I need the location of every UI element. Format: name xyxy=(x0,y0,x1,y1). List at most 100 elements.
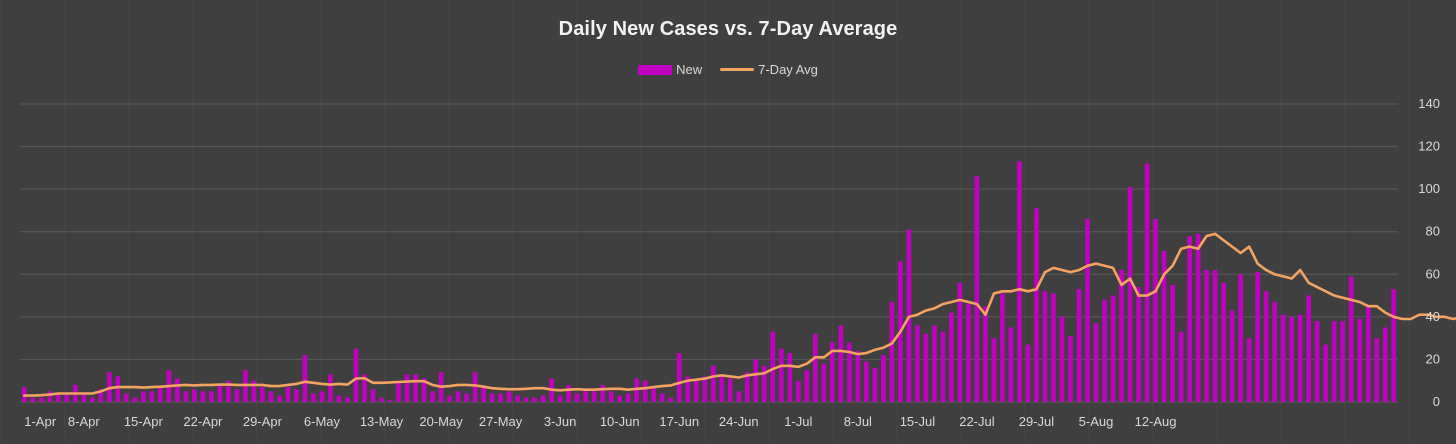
bar-new[interactable] xyxy=(532,397,537,402)
bar-new[interactable] xyxy=(430,391,435,402)
bar-new[interactable] xyxy=(353,348,359,402)
bar-new[interactable] xyxy=(1059,316,1065,402)
bar-new[interactable] xyxy=(983,306,988,402)
bar-new[interactable] xyxy=(1153,218,1158,402)
bar-new[interactable] xyxy=(1051,293,1056,402)
bar-new[interactable] xyxy=(387,399,393,402)
bar-new[interactable] xyxy=(1340,321,1346,402)
bar-new[interactable] xyxy=(1382,327,1388,403)
bar-new[interactable] xyxy=(1280,314,1286,402)
bar-new[interactable] xyxy=(421,378,427,402)
bar-new[interactable] xyxy=(915,325,920,402)
bar-new[interactable] xyxy=(158,387,163,402)
bar-new[interactable] xyxy=(413,374,418,402)
bar-new[interactable] xyxy=(1127,187,1133,402)
bar-new[interactable] xyxy=(234,389,240,402)
line-7day-avg-path[interactable] xyxy=(22,232,1456,397)
bar-new[interactable] xyxy=(1144,163,1150,402)
bar-new[interactable] xyxy=(608,391,614,402)
bar-new[interactable] xyxy=(1255,272,1260,402)
bar-new[interactable] xyxy=(498,393,503,402)
bar-new[interactable] xyxy=(260,387,265,402)
bar-new[interactable] xyxy=(617,395,623,402)
bar-new[interactable] xyxy=(404,374,410,402)
bar-new[interactable] xyxy=(302,355,308,402)
bar-new[interactable] xyxy=(932,325,937,402)
bar-new[interactable] xyxy=(1391,289,1397,402)
bar-new[interactable] xyxy=(115,376,121,402)
bar-new[interactable] xyxy=(285,387,291,402)
bar-new[interactable] xyxy=(727,378,733,402)
bar-new[interactable] xyxy=(345,397,350,402)
bar-new[interactable] xyxy=(464,393,469,402)
bar-new[interactable] xyxy=(1034,208,1039,402)
bar-new[interactable] xyxy=(693,378,699,402)
bar-new[interactable] xyxy=(566,384,571,402)
bar-new[interactable] xyxy=(396,380,401,402)
bar-new[interactable] xyxy=(830,342,835,402)
bar-new[interactable] xyxy=(838,325,844,402)
bar-new[interactable] xyxy=(192,389,197,402)
bar-new[interactable] xyxy=(370,389,376,402)
bar-new[interactable] xyxy=(991,338,997,402)
bar-new[interactable] xyxy=(710,365,716,402)
bar-new[interactable] xyxy=(489,393,495,402)
bar-new[interactable] xyxy=(761,365,767,402)
bar-new[interactable] xyxy=(1008,327,1014,403)
bar-new[interactable] xyxy=(625,393,631,402)
bar-new[interactable] xyxy=(1212,270,1218,402)
bar-new[interactable] xyxy=(30,397,36,402)
bar-new[interactable] xyxy=(1221,282,1226,402)
bar-new[interactable] xyxy=(778,348,784,402)
bar-new[interactable] xyxy=(328,374,333,402)
bar-new[interactable] xyxy=(1289,316,1295,402)
bar-new[interactable] xyxy=(1263,291,1269,402)
bar-new[interactable] xyxy=(1042,291,1048,402)
bar-new[interactable] xyxy=(957,282,963,402)
bar-new[interactable] xyxy=(557,395,563,402)
bar-new[interactable] xyxy=(277,395,282,402)
bar-new[interactable] xyxy=(47,391,53,402)
bar-new[interactable] xyxy=(753,359,759,402)
bar-new[interactable] xyxy=(574,393,580,402)
bar-new[interactable] xyxy=(540,395,546,402)
bar-new[interactable] xyxy=(1161,250,1167,402)
bar-new[interactable] xyxy=(872,367,878,402)
bar-new[interactable] xyxy=(1076,289,1082,402)
bar-new[interactable] xyxy=(311,393,316,402)
bar-new[interactable] xyxy=(676,353,682,402)
bar-new[interactable] xyxy=(141,391,146,402)
bar-new[interactable] xyxy=(481,387,486,402)
bar-new[interactable] xyxy=(1025,344,1031,402)
bar-new[interactable] xyxy=(1085,218,1090,402)
bar-new[interactable] xyxy=(379,397,384,402)
bar-new[interactable] xyxy=(1093,323,1099,402)
bar-new[interactable] xyxy=(591,391,597,402)
bar-new[interactable] xyxy=(1246,338,1252,402)
bar-new[interactable] xyxy=(447,395,452,402)
bar-new[interactable] xyxy=(770,331,776,402)
bar-new[interactable] xyxy=(81,393,87,402)
bar-new[interactable] xyxy=(889,301,895,402)
bar-new[interactable] xyxy=(217,384,223,402)
bar-new[interactable] xyxy=(744,372,750,402)
bar-new[interactable] xyxy=(1357,318,1363,402)
bar-new[interactable] xyxy=(847,342,852,402)
bar-new[interactable] xyxy=(812,333,818,402)
bar-new[interactable] xyxy=(55,393,61,402)
bar-new[interactable] xyxy=(923,333,929,402)
bar-new[interactable] xyxy=(1136,287,1141,402)
bar-new[interactable] xyxy=(855,350,861,402)
bar-new[interactable] xyxy=(804,370,810,402)
bar-new[interactable] xyxy=(226,380,231,402)
bar-new[interactable] xyxy=(268,391,274,402)
bar-new[interactable] xyxy=(336,395,342,402)
bar-new[interactable] xyxy=(1102,299,1107,402)
legend-item-new[interactable]: New xyxy=(638,62,702,77)
bar-new[interactable] xyxy=(881,355,886,402)
bar-new[interactable] xyxy=(209,391,214,402)
bar-new[interactable] xyxy=(1374,338,1380,402)
bar-new[interactable] xyxy=(64,393,70,402)
bar-new[interactable] xyxy=(98,389,104,402)
bar-new[interactable] xyxy=(795,380,801,402)
